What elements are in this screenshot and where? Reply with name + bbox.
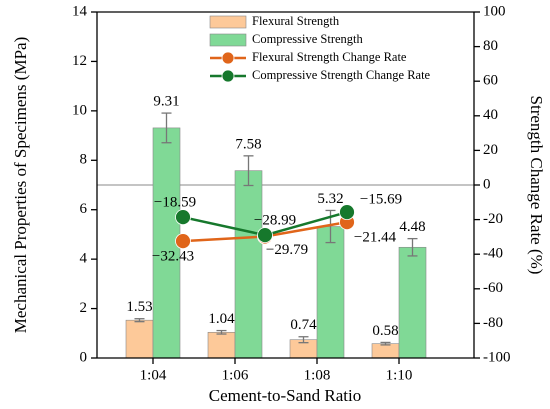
line-label: −29.79 [266, 242, 308, 258]
x-axis-title: Cement-to-Sand Ratio [209, 386, 362, 405]
error-bar [161, 112, 172, 144]
y-tick-label: 2 [80, 300, 88, 316]
error-bar [216, 329, 227, 335]
line-marker [339, 204, 355, 221]
y-tick-label: 0 [80, 349, 88, 365]
y2-tick-label: -20 [483, 211, 503, 227]
legend-marker [221, 69, 235, 83]
y2-axis-title: Strength Change Rate (%) [527, 96, 546, 275]
bar-label: 5.32 [317, 191, 343, 207]
error-bar [380, 341, 391, 346]
bar-label: 0.58 [372, 323, 398, 339]
y-tick-label: 14 [72, 3, 88, 19]
legend-marker [221, 51, 235, 65]
y2-tick-label: 60 [483, 73, 498, 89]
bar [234, 170, 263, 359]
bar [398, 246, 427, 359]
line-label: −21.44 [354, 230, 397, 246]
bar [371, 343, 400, 359]
y-tick-label: 12 [72, 53, 87, 69]
bar-label: 1.53 [126, 299, 152, 315]
bar-label: 1.04 [208, 311, 235, 327]
line-marker [257, 227, 273, 244]
bar [316, 226, 345, 359]
y2-tick-label: -100 [483, 349, 511, 365]
x-tick-label: 1:10 [386, 367, 413, 383]
x-tick-label: 1:06 [222, 367, 249, 383]
bar-label: 0.74 [290, 317, 317, 333]
error-bar [298, 336, 309, 344]
y2-tick-label: -40 [483, 246, 503, 262]
y2-tick-label: 20 [483, 142, 498, 158]
line-marker [175, 209, 191, 226]
x-tick-label: 1:04 [140, 367, 167, 383]
legend-label: Flexural Strength [252, 14, 340, 28]
x-tick-label: 1:08 [304, 367, 331, 383]
y-tick-label: 10 [72, 102, 87, 118]
y2-tick-label: 80 [483, 38, 498, 54]
error-bar [243, 155, 254, 187]
y2-tick-label: -60 [483, 280, 503, 296]
legend: Flexural Strength Compressive Strength Fle… [209, 14, 431, 83]
y-axis-title: Mechanical Properties of Specimens (MPa) [11, 37, 30, 333]
y-tick-label: 4 [80, 251, 88, 267]
error-bar [407, 237, 418, 257]
y2-tick-label: 0 [483, 176, 491, 192]
legend-label: Flexural Strength Change Rate [252, 50, 407, 64]
bar-label: 9.31 [153, 94, 179, 110]
bar-label: 7.58 [235, 136, 261, 152]
error-bar [134, 318, 145, 323]
line-marker [175, 233, 191, 250]
legend-label: Compressive Strength [252, 32, 364, 46]
y2-tick-label: 40 [483, 107, 498, 123]
bar-label: 4.48 [399, 219, 425, 235]
line-label: −15.69 [360, 192, 402, 208]
line-label: −32.43 [152, 249, 194, 265]
bar [125, 319, 154, 359]
y-tick-label: 8 [80, 152, 88, 168]
line-label: −28.99 [254, 213, 296, 229]
bar [207, 331, 236, 359]
line-label: −18.59 [154, 195, 196, 211]
y2-tick-label: -80 [483, 315, 503, 331]
y2-tick-label: 100 [483, 3, 506, 19]
legend-swatch [209, 33, 247, 47]
legend-label: Compressive Strength Change Rate [252, 68, 431, 82]
y-tick-label: 6 [80, 201, 88, 217]
legend-swatch [209, 15, 247, 29]
